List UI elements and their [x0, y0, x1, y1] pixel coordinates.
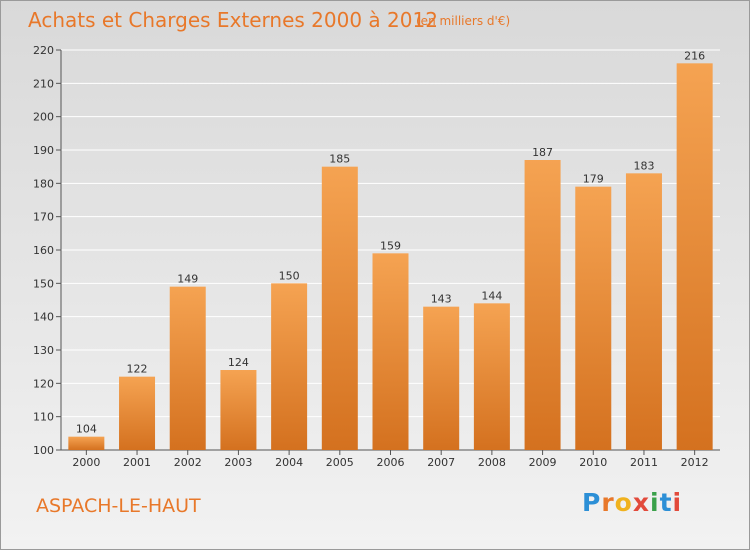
y-tick-label: 100: [33, 444, 54, 457]
data-label: 187: [532, 146, 553, 159]
bar-2003: [220, 370, 257, 450]
data-label: 179: [583, 173, 604, 186]
bar-2010: [575, 186, 612, 450]
y-tick-label: 180: [33, 177, 54, 190]
data-label: 144: [481, 289, 502, 302]
y-tick-label: 110: [33, 411, 54, 424]
y-tick-label: 200: [33, 111, 54, 124]
bar-2002: [169, 286, 206, 450]
y-tick-label: 220: [33, 44, 54, 57]
chart-subtitle: (en milliers d'€): [416, 14, 511, 28]
y-tick-label: 150: [33, 277, 54, 290]
x-tick-label: 2005: [326, 456, 354, 469]
x-tick-label: 2002: [174, 456, 202, 469]
proxiti-logo[interactable]: Proxiti: [582, 488, 682, 517]
logo-letter: t: [659, 488, 673, 517]
y-tick-label: 130: [33, 344, 54, 357]
data-label: 104: [76, 423, 97, 436]
bar-2009: [524, 160, 561, 450]
y-tick-label: 120: [33, 377, 54, 390]
labels: 104 122 149 124 150 185 159 143 144 187 179 183 216: [76, 49, 705, 435]
y-tick-label: 140: [33, 311, 54, 324]
bar-2011: [625, 173, 662, 451]
x-tick-label: 2009: [529, 456, 557, 469]
commune-name: ASPACH-LE-HAUT: [36, 495, 201, 517]
data-label: 183: [633, 159, 654, 172]
data-label: 149: [177, 273, 198, 286]
data-label: 159: [380, 239, 401, 252]
x-tick-label: 2001: [123, 456, 151, 469]
data-label: 124: [228, 356, 249, 369]
bar-2006: [372, 253, 409, 450]
bar-2007: [423, 306, 460, 450]
data-label: 143: [431, 293, 452, 306]
x-tick-label: 2004: [275, 456, 303, 469]
bar-2004: [271, 283, 308, 450]
axes: 100 110 120 130 140 150 160 170 180 190 200 210 220 2…: [33, 44, 720, 469]
x-tick-label: 2007: [427, 456, 455, 469]
bar-2005: [321, 166, 358, 450]
x-tick-label: 2012: [681, 456, 709, 469]
x-tick-label: 2010: [579, 456, 607, 469]
data-label: 185: [329, 153, 350, 166]
bar-2001: [119, 376, 156, 450]
y-tick-label: 190: [33, 144, 54, 157]
logo-letter: r: [601, 488, 615, 517]
x-tick-label: 2011: [630, 456, 658, 469]
data-label: 122: [127, 363, 148, 376]
y-tick-label: 170: [33, 211, 54, 224]
chart-title: Achats et Charges Externes 2000 à 2012: [28, 8, 438, 32]
data-label: 216: [684, 49, 705, 62]
logo-letter: i: [672, 488, 683, 517]
y-tick-label: 160: [33, 244, 54, 257]
data-label: 150: [279, 269, 300, 282]
logo-letter: o: [614, 488, 633, 517]
logo-letter: P: [582, 488, 602, 517]
bar-2008: [473, 303, 510, 450]
bar-2000: [68, 436, 105, 450]
y-tick-label: 210: [33, 77, 54, 90]
x-tick-label: 2008: [478, 456, 506, 469]
bars: [68, 63, 713, 451]
x-tick-label: 2000: [72, 456, 100, 469]
logo-letter: i: [650, 488, 660, 517]
bar-2012: [676, 63, 713, 450]
x-tick-label: 2006: [377, 456, 405, 469]
x-tick-label: 2003: [224, 456, 252, 469]
logo-letter: x: [632, 488, 650, 517]
